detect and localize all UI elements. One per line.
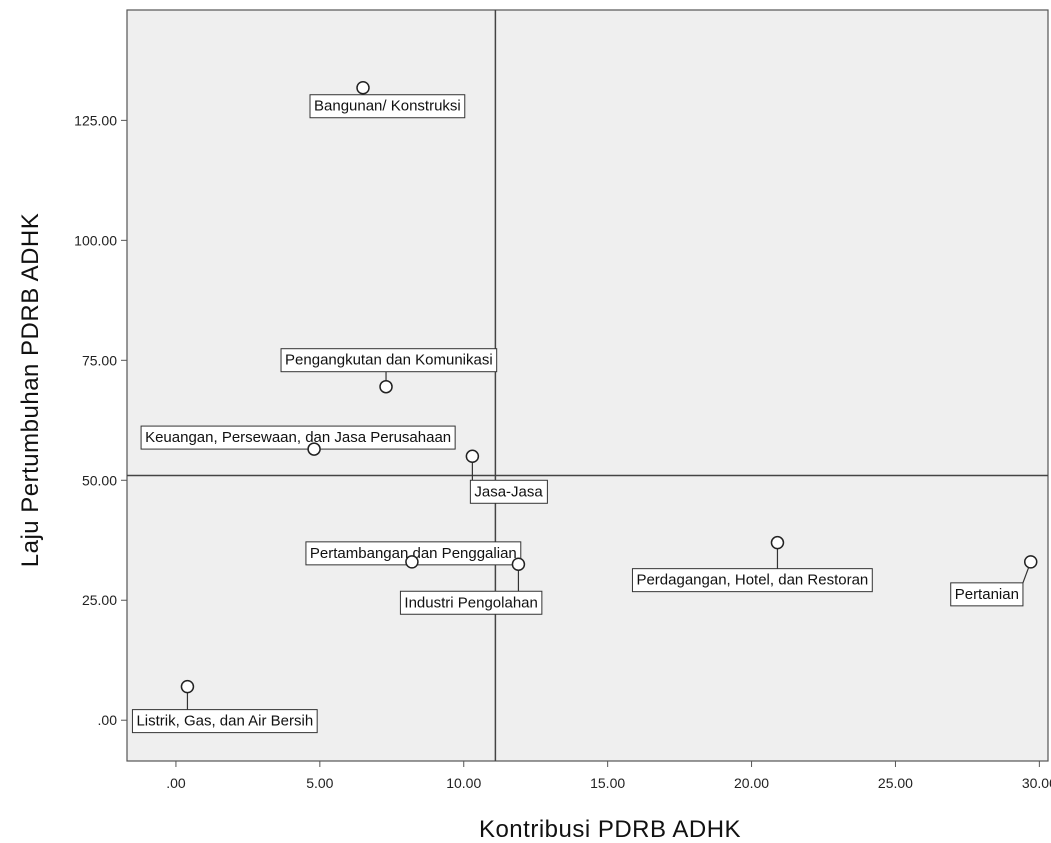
point-label: Bangunan/ Konstruksi xyxy=(314,98,461,115)
data-point-group: Pertanian xyxy=(950,555,1038,607)
point-label: Keuangan, Persewaan, dan Jasa Perusahaan xyxy=(145,429,451,446)
point-label: Listrik, Gas, dan Air Bersih xyxy=(136,713,313,730)
point-label: Jasa-Jasa xyxy=(474,483,543,500)
x-tick-label: 5.00 xyxy=(306,775,333,791)
data-point-marker xyxy=(356,80,370,95)
data-point-marker xyxy=(511,557,526,572)
data-point-marker xyxy=(405,555,419,569)
y-axis-title: Laju Pertumbuhan PDRB ADHK xyxy=(17,213,44,568)
data-point-group: Listrik, Gas, dan Air Bersih xyxy=(131,679,318,734)
y-tick-label: 100.00 xyxy=(74,232,117,248)
x-tick-label: 15.00 xyxy=(590,775,625,791)
point-label: Industri Pengolahan xyxy=(404,594,537,611)
point-label: Pertambangan dan Penggalian xyxy=(310,545,517,562)
data-point-marker xyxy=(307,442,321,456)
x-tick-label: 20.00 xyxy=(734,775,769,791)
y-axis-ticks: .00 25.00 50.00 75.00 100.00 125.00 xyxy=(74,112,127,728)
point-label: Pengangkutan dan Komunikasi xyxy=(285,352,493,369)
x-tick-label: .00 xyxy=(166,775,186,791)
data-point-group: Bangunan/ Konstruksi xyxy=(309,80,466,119)
y-tick-label: .00 xyxy=(98,712,118,728)
point-label-box xyxy=(280,348,498,373)
data-point-marker xyxy=(1023,555,1038,569)
data-point-group: Jasa-Jasa xyxy=(465,449,548,504)
data-point-marker xyxy=(465,449,480,464)
y-tick-label: 75.00 xyxy=(82,352,117,368)
point-label-box xyxy=(631,568,873,593)
data-point-group: Industri Pengolahan xyxy=(399,557,543,615)
point-label-box xyxy=(140,425,456,450)
data-points: Bangunan/ Konstruksi Pengangkutan dan Kom… xyxy=(131,80,1038,734)
data-point-group: Pertambangan dan Penggalian xyxy=(305,541,522,569)
point-label-box xyxy=(399,590,543,615)
point-label-box xyxy=(950,582,1024,607)
y-tick-label: 50.00 xyxy=(82,472,117,488)
y-tick-label: 25.00 xyxy=(82,592,117,608)
x-axis-ticks: .00 5.00 10.00 15.00 20.00 25.00 30.00 xyxy=(166,761,1051,791)
point-label-box xyxy=(309,94,466,119)
data-point-marker xyxy=(379,379,393,394)
point-label-box xyxy=(131,709,318,734)
y-tick-label: 125.00 xyxy=(74,112,117,128)
data-point-marker xyxy=(180,679,195,694)
x-tick-label: 30.00 xyxy=(1022,775,1051,791)
point-label: Perdagangan, Hotel, dan Restoran xyxy=(636,572,868,589)
point-label: Pertanian xyxy=(955,586,1019,603)
data-point-group: Pengangkutan dan Komunikasi xyxy=(280,348,498,394)
x-tick-label: 10.00 xyxy=(446,775,481,791)
plot-area xyxy=(126,9,1049,762)
data-point-marker xyxy=(770,535,785,550)
reference-lines xyxy=(127,10,1048,761)
data-point-group: Keuangan, Persewaan, dan Jasa Perusahaan xyxy=(140,425,456,456)
point-label-box xyxy=(469,479,548,504)
x-axis-title: Kontribusi PDRB ADHK xyxy=(479,816,741,843)
x-tick-label: 25.00 xyxy=(878,775,913,791)
data-point-group: Perdagangan, Hotel, dan Restoran xyxy=(631,535,873,593)
